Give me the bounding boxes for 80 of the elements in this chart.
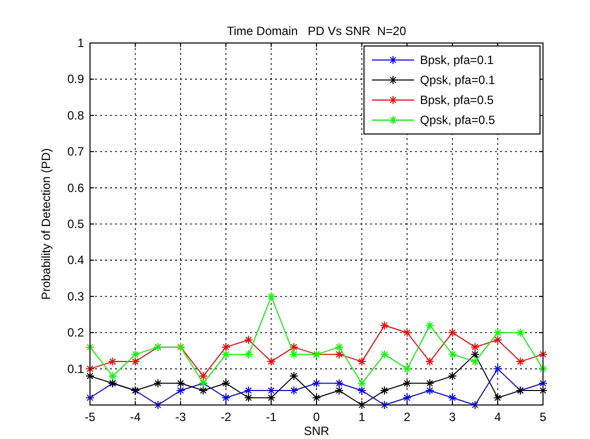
- point: [312, 378, 321, 388]
- point: [198, 372, 208, 381]
- y-tick-label: 1: [77, 36, 84, 50]
- y-tick-label: 0.4: [67, 253, 84, 268]
- y-tick-label: 0.2: [67, 326, 84, 340]
- point: [380, 386, 389, 396]
- point: [448, 393, 457, 402]
- x-tick-label: -2: [220, 410, 232, 424]
- point: [334, 350, 344, 359]
- point: [221, 378, 230, 388]
- point: [516, 328, 525, 338]
- x-tick-label: -5: [84, 410, 96, 424]
- point: [425, 378, 434, 388]
- point: [493, 364, 502, 374]
- point: [402, 328, 412, 338]
- x-tick-label: 5: [540, 410, 547, 424]
- point: [425, 357, 434, 366]
- point: [221, 393, 230, 402]
- point: [380, 320, 389, 330]
- x-tick-label: -4: [130, 410, 141, 424]
- y-tick-label: 0.9: [67, 72, 84, 86]
- legend-label: Qpsk, pfa=0.5: [420, 113, 496, 127]
- point: [493, 335, 502, 344]
- x-tick-label: 2: [404, 410, 411, 424]
- y-tick-label: 0.3: [67, 289, 84, 304]
- point: [289, 372, 298, 381]
- point: [357, 378, 366, 388]
- legend-label: Qpsk, pfa=0.1: [420, 73, 496, 87]
- point: [493, 393, 502, 402]
- y-tick-label: 0.5: [67, 217, 84, 231]
- x-tick-label: 1: [358, 410, 366, 424]
- point: [470, 357, 480, 366]
- point: [130, 350, 140, 359]
- point: [425, 320, 434, 330]
- point: [357, 357, 366, 366]
- point: [493, 328, 502, 338]
- point: [221, 350, 230, 359]
- x-tick-label: 0: [313, 410, 320, 424]
- point: [402, 393, 412, 402]
- y-tick-label: 0.8: [67, 108, 84, 122]
- legend-label: Bpsk, pfa=0.5: [420, 93, 494, 107]
- point: [402, 378, 412, 388]
- point: [266, 357, 276, 366]
- y-tick-label: 0.1: [67, 362, 84, 376]
- point: [244, 335, 254, 344]
- point: [198, 386, 208, 396]
- point: [108, 372, 118, 381]
- x-tick-label: -3: [175, 410, 186, 424]
- point: [334, 378, 344, 388]
- point: [357, 386, 366, 396]
- point: [470, 350, 480, 359]
- y-axis-title: Probability of Detection (PD): [39, 148, 53, 300]
- point: [402, 364, 412, 374]
- x-tick-label: 3: [449, 410, 456, 424]
- point: [221, 342, 230, 352]
- point: [334, 342, 344, 352]
- point: [266, 393, 276, 402]
- point: [334, 386, 344, 396]
- x-axis-title: SNR: [304, 424, 330, 438]
- point: [448, 372, 457, 381]
- point: [244, 350, 254, 359]
- legend-label: Bpsk, pfa=0.1: [420, 53, 494, 67]
- point: [289, 342, 298, 352]
- point: [289, 350, 298, 359]
- y-tick-label: 0.7: [67, 144, 84, 159]
- point: [244, 393, 254, 402]
- x-tick-label: 4: [494, 410, 502, 424]
- point: [266, 292, 276, 301]
- point: [153, 378, 162, 388]
- point: [448, 328, 457, 338]
- point: [516, 357, 525, 366]
- point: [176, 378, 186, 388]
- point: [380, 350, 389, 359]
- point: [470, 342, 480, 352]
- chart-title: Time Domain PD Vs SNR N=20: [226, 24, 406, 38]
- y-tick-label: 0.6: [67, 180, 84, 195]
- x-tick-label: -1: [266, 410, 277, 424]
- point: [448, 350, 457, 359]
- point: [176, 386, 186, 396]
- point: [425, 386, 434, 396]
